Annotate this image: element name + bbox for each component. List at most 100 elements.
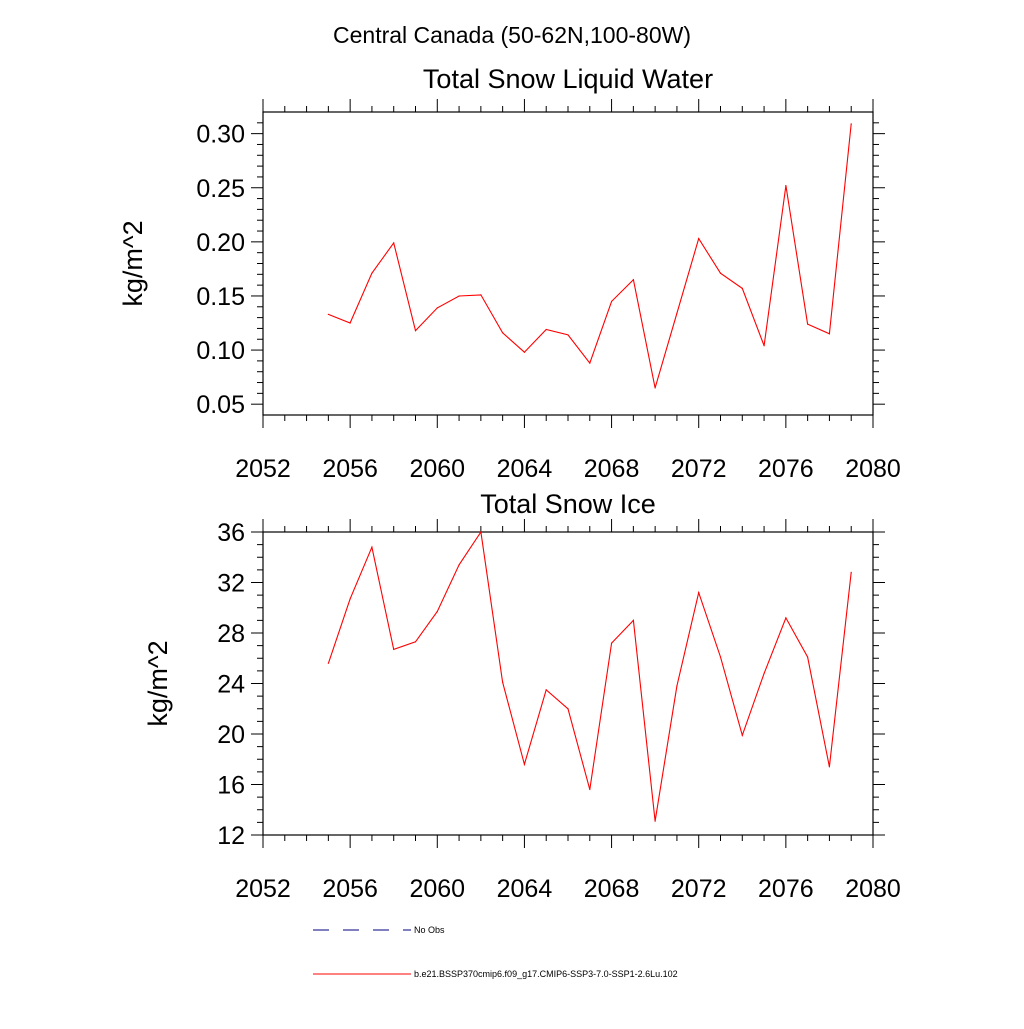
x-tick-label: 2068 xyxy=(584,455,640,483)
data-point xyxy=(632,619,634,621)
data-point xyxy=(349,322,351,324)
data-point xyxy=(719,272,722,274)
data-point xyxy=(698,238,700,240)
data-point xyxy=(523,351,526,353)
chart-title: Total Snow Ice xyxy=(480,489,656,519)
data-point xyxy=(610,300,613,302)
x-tick-label: 2076 xyxy=(758,875,814,903)
data-point xyxy=(828,333,831,335)
data-point xyxy=(785,184,787,187)
y-tick-label: 28 xyxy=(217,620,245,648)
series-line xyxy=(327,530,852,822)
axes xyxy=(251,99,885,428)
x-tick-label: 2064 xyxy=(497,875,553,903)
x-tick-label: 2056 xyxy=(322,455,378,483)
x-tick-label: 2076 xyxy=(758,455,814,483)
data-point xyxy=(327,313,329,315)
x-tick-label: 2052 xyxy=(235,875,291,903)
y-tick-label: 0.05 xyxy=(196,391,245,419)
plot-frame xyxy=(262,111,874,416)
y-tick-label: 12 xyxy=(217,822,245,850)
y-tick-label: 0.10 xyxy=(196,337,245,365)
data-point xyxy=(850,123,852,125)
legend: No Obs b.e21.BSSP370cmip6.f09_g17.CMIP6-… xyxy=(313,925,678,979)
y-tick-label: 0.30 xyxy=(196,121,245,149)
data-point xyxy=(763,345,765,347)
series-line xyxy=(328,123,852,389)
data-point xyxy=(502,681,504,683)
data-point xyxy=(545,689,547,691)
x-tick-label: 2080 xyxy=(845,875,901,903)
data-point xyxy=(523,763,526,765)
data-point xyxy=(327,662,329,664)
y-tick-label: 0.25 xyxy=(196,175,245,203)
data-point xyxy=(807,656,809,658)
x-tick-label: 2068 xyxy=(584,875,640,903)
data-point xyxy=(502,332,504,334)
x-tick-label: 2060 xyxy=(409,455,465,483)
data-point xyxy=(610,642,613,644)
data-point xyxy=(741,287,743,289)
data-point xyxy=(719,656,722,658)
y-tick-label: 0.20 xyxy=(196,229,245,257)
data-point xyxy=(567,708,569,710)
data-point xyxy=(676,685,678,687)
data-point xyxy=(393,242,395,244)
data-point xyxy=(850,571,852,574)
data-point xyxy=(458,295,460,297)
axes xyxy=(251,519,885,848)
data-point xyxy=(436,307,438,309)
x-tick-label: 2072 xyxy=(671,875,727,903)
x-tick-label: 2060 xyxy=(409,875,465,903)
y-tick-label: 36 xyxy=(217,519,245,547)
y-axis-label: kg/m^2 xyxy=(118,220,148,306)
legend-no-obs-label: No Obs xyxy=(414,925,445,935)
data-point xyxy=(654,820,656,822)
x-tick-label: 2080 xyxy=(845,455,901,483)
data-point xyxy=(828,766,831,768)
data-point xyxy=(741,734,743,736)
y-tick-label: 32 xyxy=(217,570,245,598)
data-point xyxy=(654,387,656,389)
data-point xyxy=(567,334,569,336)
y-tick-label: 24 xyxy=(217,671,245,699)
data-point xyxy=(589,788,591,791)
series-points xyxy=(327,531,852,822)
data-point xyxy=(632,279,634,281)
chart-panels: Total Snow Liquid Water kg/m^2 2052 2056 206… xyxy=(118,64,901,903)
data-point xyxy=(785,617,787,619)
chart-title: Total Snow Liquid Water xyxy=(423,64,713,94)
y-tick-label: 0.15 xyxy=(196,283,245,311)
chart-panel-1: Total Snow Liquid Water kg/m^2 2052 2056 206… xyxy=(118,64,901,483)
y-axis-label: kg/m^2 xyxy=(143,640,173,726)
legend-model-run-label: b.e21.BSSP370cmip6.f09_g17.CMIP6-SSP3-7.… xyxy=(414,969,678,979)
figure-title: Central Canada (50-62N,100-80W) xyxy=(333,22,691,48)
data-point xyxy=(480,294,482,296)
data-point xyxy=(698,592,700,594)
x-tick-label: 2064 xyxy=(497,455,553,483)
data-point xyxy=(458,564,460,566)
data-point xyxy=(763,672,765,675)
y-tick-label: 16 xyxy=(217,772,245,800)
data-point xyxy=(414,329,417,332)
data-point xyxy=(393,648,395,651)
data-point xyxy=(676,312,678,314)
chart-panel-2: Total Snow Ice kg/m^2 2052 2056 2060 2064 2068… xyxy=(143,489,901,903)
data-point xyxy=(545,328,547,331)
data-point xyxy=(349,598,351,600)
plot-frame xyxy=(262,531,874,836)
y-tick-label: 20 xyxy=(217,721,245,749)
data-point xyxy=(371,546,373,548)
data-point xyxy=(436,610,438,613)
data-point xyxy=(589,362,591,364)
data-point xyxy=(371,272,373,274)
x-tick-label: 2072 xyxy=(671,455,727,483)
series-points xyxy=(327,123,852,389)
data-point xyxy=(414,641,417,643)
data-point xyxy=(807,323,809,325)
x-tick-label: 2052 xyxy=(235,455,291,483)
data-point xyxy=(480,531,482,533)
x-tick-label: 2056 xyxy=(322,875,378,903)
